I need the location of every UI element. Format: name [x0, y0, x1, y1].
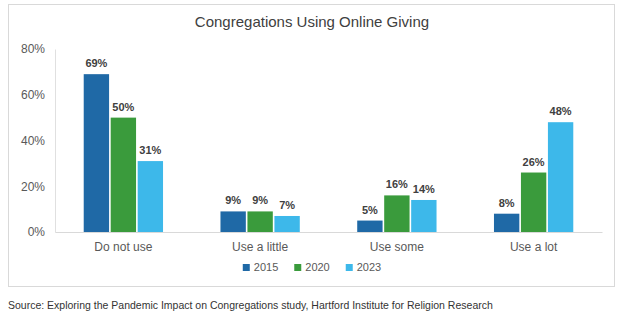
bar	[384, 195, 409, 232]
bar	[521, 173, 546, 232]
plot: 0% 20% 40% 60% 80% Do not use Use a little Use …	[21, 42, 603, 253]
data-label: 8%	[499, 197, 515, 209]
y-tick: 80%	[21, 42, 55, 56]
data-label: 50%	[112, 101, 134, 113]
bar	[494, 214, 519, 232]
legend-item: 2023	[346, 261, 381, 273]
chart-frame	[9, 5, 615, 287]
y-tick-label: 80%	[21, 42, 45, 56]
bar	[357, 221, 382, 232]
bar	[411, 200, 436, 232]
data-label: 16%	[386, 178, 408, 190]
bar	[274, 216, 299, 232]
data-labels: 69% 9% 5% 8% 50% 9% 16% 26% 31% 7% 14% 48%	[85, 57, 571, 215]
legend-swatch	[294, 264, 301, 271]
x-tick: Use a little	[232, 240, 288, 254]
source-note: Source: Exploring the Pandemic Impact on…	[8, 299, 493, 311]
x-tick: Do not use	[94, 240, 152, 254]
x-tick: Use a lot	[510, 240, 558, 254]
data-label: 48%	[550, 105, 572, 117]
bar	[220, 211, 245, 232]
legend-item: 2020	[294, 261, 329, 273]
x-tick: Use some	[370, 240, 424, 254]
bars	[84, 74, 574, 232]
data-label: 5%	[362, 204, 378, 216]
x-axis: Do not use Use a little Use some Use a lot	[56, 233, 603, 254]
y-tick: 40%	[21, 134, 55, 148]
bar	[548, 122, 573, 232]
data-label: 7%	[279, 199, 295, 211]
bar	[138, 161, 163, 232]
y-tick: 0%	[28, 225, 55, 239]
legend-swatch	[243, 264, 250, 271]
data-label: 31%	[139, 144, 161, 156]
legend-swatch	[346, 264, 353, 271]
data-label: 14%	[413, 183, 435, 195]
legend-label: 2020	[305, 261, 329, 273]
bar	[247, 211, 272, 232]
chart: Congregations Using Online Giving 0% 20% 40…	[0, 0, 624, 318]
legend-item: 2015	[243, 261, 278, 273]
data-label: 9%	[252, 194, 268, 206]
y-axis-line	[55, 50, 56, 233]
y-tick-label: 40%	[21, 134, 45, 148]
y-tick: 20%	[21, 180, 55, 194]
x-tick-label: Use a little	[232, 240, 288, 254]
y-tick-label: 0%	[28, 225, 46, 239]
data-label: 9%	[225, 194, 241, 206]
legend-label: 2015	[254, 261, 278, 273]
title: Congregations Using Online Giving	[195, 13, 429, 30]
data-label: 26%	[523, 156, 545, 168]
legend-label: 2023	[357, 261, 381, 273]
x-tick-label: Do not use	[94, 240, 152, 254]
y-tick-label: 60%	[21, 88, 45, 102]
bar	[84, 74, 109, 232]
y-tick-label: 20%	[21, 180, 45, 194]
x-axis-line	[56, 232, 603, 233]
data-label: 69%	[85, 57, 107, 69]
bar	[111, 118, 136, 232]
legend: 2015 2020 2023	[243, 261, 381, 273]
x-tick-label: Use a lot	[510, 240, 558, 254]
y-axis: 0% 20% 40% 60% 80%	[21, 42, 56, 239]
x-tick-label: Use some	[370, 240, 424, 254]
y-tick: 60%	[21, 88, 55, 102]
